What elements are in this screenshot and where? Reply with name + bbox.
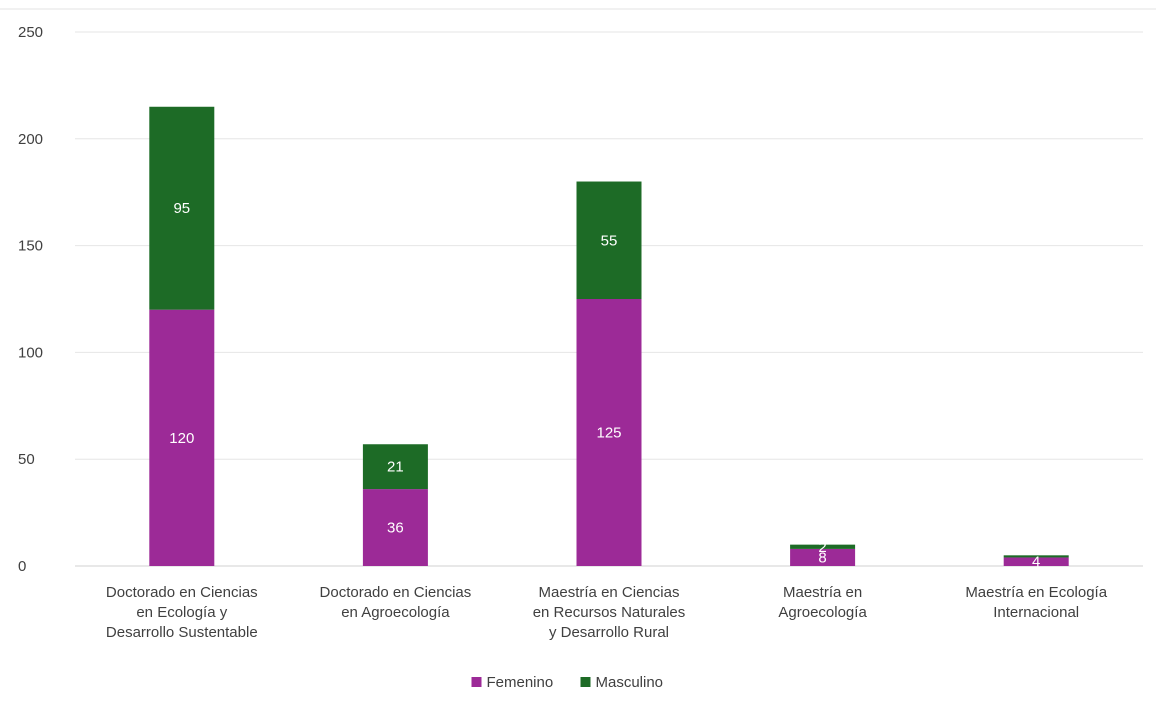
legend-label-femenino: Femenino [487, 674, 554, 691]
legend-swatch-masculino [580, 677, 591, 687]
x-category-label: en Recursos Naturales [533, 604, 686, 621]
x-category-label: Maestría en [783, 584, 862, 601]
bar-femenino [790, 548, 856, 566]
data-label-femenino: 8 [818, 549, 826, 566]
bar-femenino [362, 489, 428, 566]
bars [149, 106, 1069, 566]
x-axis-categories: Doctorado en Ciencias en Ecología y Desarr… [106, 584, 1108, 641]
bar-femenino [149, 309, 215, 566]
data-label-masculino: 21 [387, 459, 404, 476]
bar-masculino [790, 544, 856, 549]
data-label-femenino: 125 [596, 425, 621, 442]
y-tick-label: 150 [18, 238, 43, 255]
y-tick-label: 200 [18, 131, 43, 148]
legend-swatch-femenino [471, 677, 482, 687]
x-category-label: Desarrollo Sustentable [106, 624, 258, 641]
bar-femenino [1003, 557, 1069, 566]
data-labels: 120 95 36 21 125 55 82 4 [169, 200, 1040, 571]
x-category-label: Agroecología [778, 604, 867, 621]
data-label-femenino: 36 [387, 520, 404, 537]
x-category-label: Internacional [993, 604, 1079, 621]
x-category-label: en Ecología y [136, 604, 227, 621]
data-label-masculino: 2 [818, 539, 826, 556]
y-tick-label: 0 [18, 558, 26, 575]
bar-masculino [362, 444, 428, 490]
x-category-label: en Agroecología [341, 604, 450, 621]
data-label-masculino: 55 [601, 232, 618, 249]
legend: Femenino Masculino [471, 674, 664, 691]
data-label-femenino: 120 [169, 430, 194, 447]
bar-masculino [149, 106, 215, 310]
data-label-femenino: 4 [1032, 554, 1040, 571]
y-tick-label: 100 [18, 344, 43, 361]
bar-femenino [576, 299, 642, 566]
bar-masculino [576, 181, 642, 299]
y-tick-label: 250 [18, 24, 43, 41]
data-label-masculino: 95 [173, 200, 190, 217]
y-axis-ticks: 0 50 100 150 200 250 [18, 24, 43, 575]
x-category-label: Doctorado en Ciencias [106, 584, 258, 601]
legend-label-masculino: Masculino [596, 674, 664, 691]
bar-masculino [1003, 555, 1069, 558]
x-category-label: y Desarrollo Rural [549, 624, 669, 641]
x-category-label: Maestría en Ecología [965, 584, 1107, 601]
x-category-label: Doctorado en Ciencias [320, 584, 472, 601]
y-tick-label: 50 [18, 451, 35, 468]
x-category-label: Maestría en Ciencias [539, 584, 680, 601]
